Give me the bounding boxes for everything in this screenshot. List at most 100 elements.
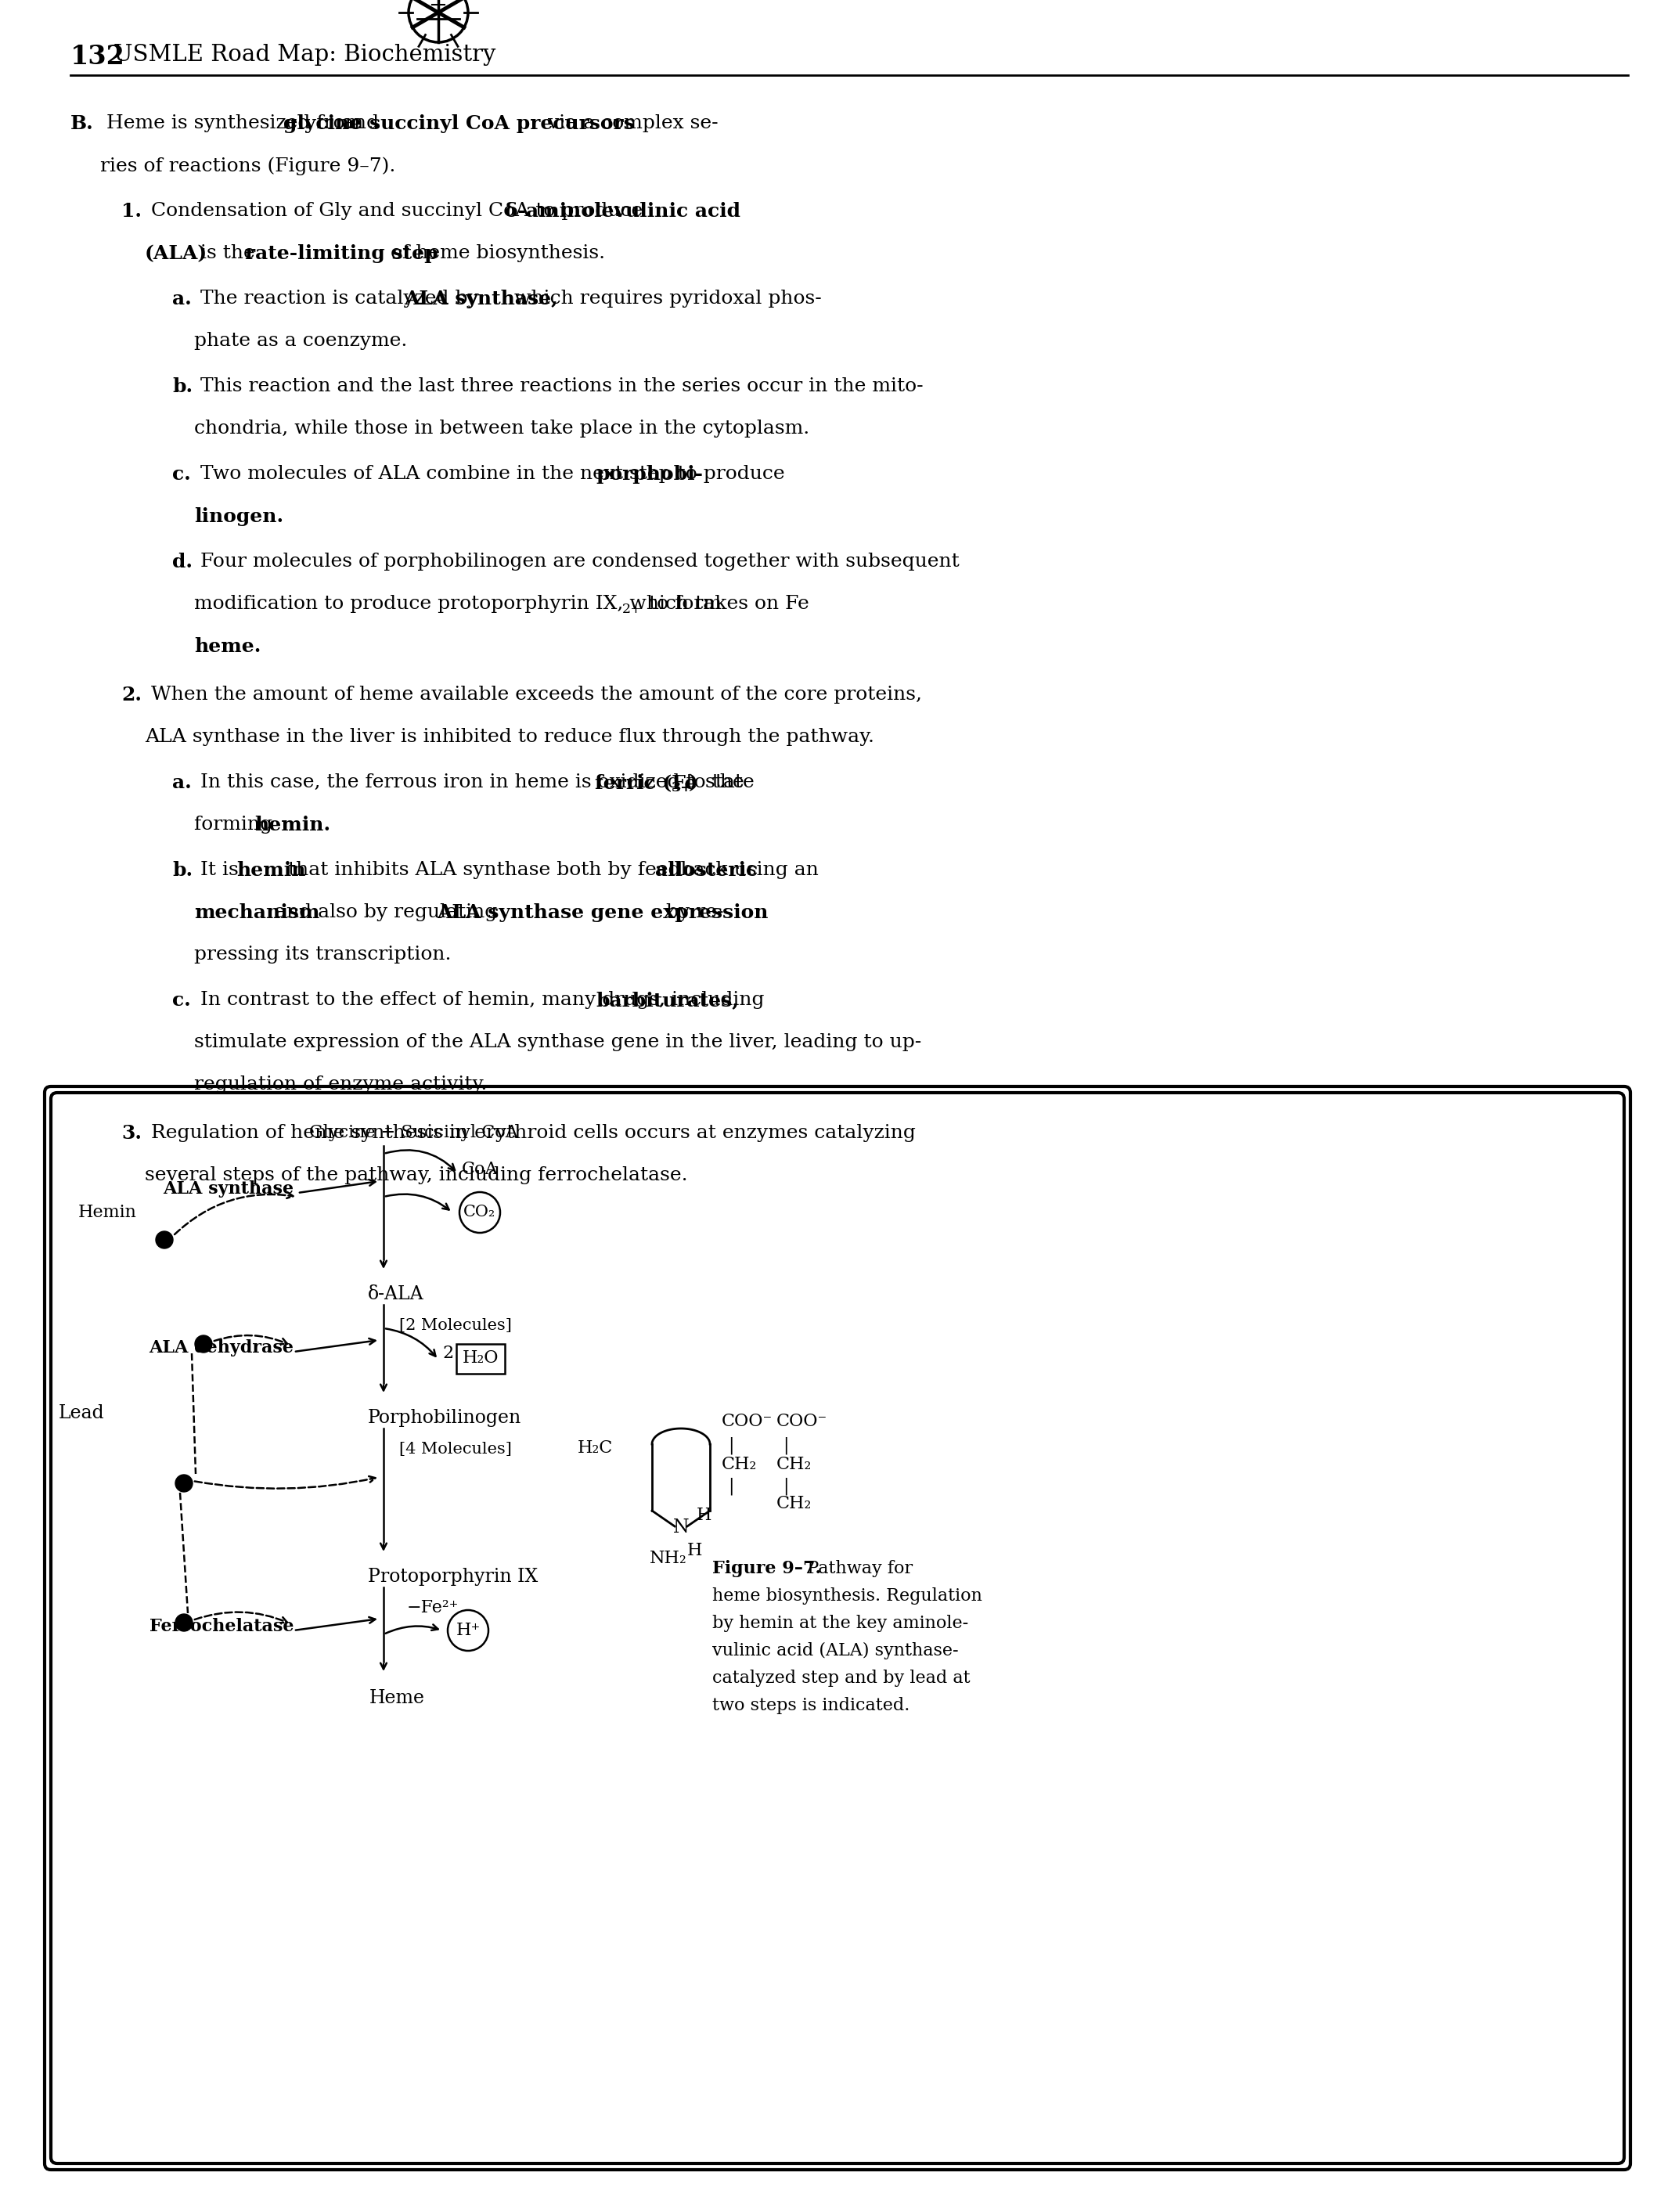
- Text: 2.: 2.: [121, 686, 142, 703]
- Text: phate as a coenzyme.: phate as a coenzyme.: [194, 332, 407, 349]
- Text: ALA dehydrase: ALA dehydrase: [149, 1338, 293, 1356]
- Text: ALA synthase gene expression: ALA synthase gene expression: [437, 902, 769, 922]
- Text: porphobi-: porphobi-: [596, 465, 703, 484]
- Circle shape: [156, 1232, 173, 1248]
- Text: linogen.: linogen.: [194, 507, 283, 526]
- Text: glycine: glycine: [283, 115, 362, 133]
- Text: 2+: 2+: [621, 602, 643, 615]
- Text: −Fe²⁺: −Fe²⁺: [407, 1599, 459, 1617]
- Text: to form: to form: [643, 595, 722, 613]
- Circle shape: [176, 1615, 193, 1630]
- Text: It is: It is: [194, 860, 245, 878]
- Text: heme.: heme.: [194, 637, 261, 657]
- Text: Glycine + Succinyl CoA: Glycine + Succinyl CoA: [310, 1124, 518, 1141]
- Text: |: |: [729, 1436, 734, 1453]
- Circle shape: [176, 1475, 193, 1491]
- FancyBboxPatch shape: [50, 1093, 1625, 2163]
- Text: several steps of the pathway, including ferrochelatase.: several steps of the pathway, including …: [144, 1166, 688, 1183]
- Text: Lead: Lead: [59, 1405, 104, 1422]
- Text: δ-aminolevulinic acid: δ-aminolevulinic acid: [504, 201, 740, 221]
- Text: catalyzed step and by lead at: catalyzed step and by lead at: [712, 1670, 970, 1688]
- Text: mechanism: mechanism: [194, 902, 320, 922]
- Text: succinyl CoA precursors: succinyl CoA precursors: [370, 115, 635, 133]
- Text: |: |: [782, 1478, 789, 1495]
- Text: a.: a.: [173, 774, 191, 792]
- Text: H⁺: H⁺: [456, 1621, 481, 1639]
- Text: Figure 9–7.: Figure 9–7.: [712, 1559, 821, 1577]
- Text: B.: B.: [70, 115, 94, 133]
- Text: pressing its transcription.: pressing its transcription.: [194, 945, 451, 964]
- Text: barbiturates,: barbiturates,: [596, 991, 739, 1009]
- Circle shape: [459, 1192, 501, 1232]
- Text: of heme biosynthesis.: of heme biosynthesis.: [384, 243, 605, 263]
- Circle shape: [409, 0, 467, 42]
- Text: and: and: [335, 115, 385, 133]
- Text: ferric (Fe: ferric (Fe: [595, 774, 697, 792]
- Text: NH₂: NH₂: [650, 1551, 687, 1566]
- Text: state: state: [698, 774, 754, 792]
- Text: N: N: [673, 1517, 688, 1537]
- Text: CH₂: CH₂: [777, 1455, 812, 1473]
- Text: modification to produce protoporphyrin IX, which takes on Fe: modification to produce protoporphyrin I…: [194, 595, 809, 613]
- Text: H: H: [697, 1506, 712, 1524]
- Text: Hemin: Hemin: [79, 1203, 137, 1221]
- Text: regulation of enzyme activity.: regulation of enzyme activity.: [194, 1075, 487, 1093]
- Text: stimulate expression of the ALA synthase gene in the liver, leading to up-: stimulate expression of the ALA synthase…: [194, 1033, 921, 1051]
- Text: Heme: Heme: [370, 1690, 425, 1708]
- Text: forming: forming: [194, 816, 278, 834]
- Text: When the amount of heme available exceeds the amount of the core proteins,: When the amount of heme available exceed…: [144, 686, 921, 703]
- Text: [4 Molecules]: [4 Molecules]: [399, 1442, 513, 1458]
- Text: 132: 132: [70, 44, 126, 69]
- Text: ries of reactions (Figure 9–7).: ries of reactions (Figure 9–7).: [100, 157, 395, 175]
- Text: that inhibits ALA synthase both by feedback using an: that inhibits ALA synthase both by feedb…: [281, 860, 824, 878]
- Text: 2: 2: [442, 1345, 459, 1363]
- Text: CO₂: CO₂: [464, 1206, 496, 1219]
- Text: In contrast to the effect of hemin, many drugs, including: In contrast to the effect of hemin, many…: [194, 991, 770, 1009]
- Text: Two molecules of ALA combine in the next step to produce: Two molecules of ALA combine in the next…: [194, 465, 791, 482]
- Text: by hemin at the key aminole-: by hemin at the key aminole-: [712, 1615, 968, 1632]
- Text: two steps is indicated.: two steps is indicated.: [712, 1697, 910, 1714]
- Text: CH₂: CH₂: [777, 1495, 812, 1513]
- Text: COO⁻: COO⁻: [722, 1413, 772, 1429]
- Text: ALA synthase: ALA synthase: [162, 1181, 293, 1197]
- Text: hemin: hemin: [236, 860, 305, 880]
- Text: Four molecules of porphobilinogen are condensed together with subsequent: Four molecules of porphobilinogen are co…: [194, 553, 960, 571]
- Text: c.: c.: [173, 465, 191, 484]
- Text: allosteric: allosteric: [655, 860, 757, 880]
- Text: vulinic acid (ALA) synthase-: vulinic acid (ALA) synthase-: [712, 1641, 958, 1659]
- Text: is the: is the: [194, 243, 261, 263]
- Circle shape: [194, 1336, 213, 1352]
- Text: b.: b.: [173, 860, 193, 880]
- Text: Ferrochelatase: Ferrochelatase: [149, 1617, 293, 1635]
- Text: Porphobilinogen: Porphobilinogen: [368, 1409, 521, 1427]
- Text: ): ): [688, 774, 698, 792]
- Text: which requires pyridoxal phos-: which requires pyridoxal phos-: [508, 290, 822, 307]
- Text: ALA synthase in the liver is inhibited to reduce flux through the pathway.: ALA synthase in the liver is inhibited t…: [144, 728, 874, 745]
- Text: The reaction is catalyzed by: The reaction is catalyzed by: [194, 290, 486, 307]
- Text: CH₂: CH₂: [722, 1455, 757, 1473]
- Text: 3.: 3.: [121, 1124, 142, 1144]
- Text: Heme is synthesized from: Heme is synthesized from: [100, 115, 370, 133]
- Text: USMLE Road Map: Biochemistry: USMLE Road Map: Biochemistry: [114, 44, 496, 66]
- Circle shape: [447, 1610, 489, 1650]
- Text: CoA: CoA: [462, 1161, 497, 1179]
- Text: H: H: [687, 1542, 702, 1559]
- Text: via a complex se-: via a complex se-: [541, 115, 719, 133]
- Text: heme biosynthesis. Regulation: heme biosynthesis. Regulation: [712, 1588, 982, 1604]
- Text: hemin.: hemin.: [255, 816, 330, 834]
- Text: Regulation of heme synthesis in erythroid cells occurs at enzymes catalyzing: Regulation of heme synthesis in erythroi…: [144, 1124, 916, 1141]
- Text: (ALA): (ALA): [144, 243, 208, 263]
- Text: by re-: by re-: [660, 902, 724, 920]
- Text: d.: d.: [173, 553, 193, 571]
- Text: Pathway for: Pathway for: [796, 1559, 913, 1577]
- Text: This reaction and the last three reactions in the series occur in the mito-: This reaction and the last three reactio…: [194, 378, 923, 396]
- Text: chondria, while those in between take place in the cytoplasm.: chondria, while those in between take pl…: [194, 420, 809, 438]
- Text: ALA synthase,: ALA synthase,: [404, 290, 558, 307]
- Text: |: |: [729, 1478, 734, 1495]
- Text: [2 Molecules]: [2 Molecules]: [399, 1318, 513, 1334]
- FancyBboxPatch shape: [456, 1345, 504, 1374]
- Text: Protoporphyrin IX: Protoporphyrin IX: [368, 1568, 538, 1586]
- Text: H₂O: H₂O: [462, 1349, 499, 1367]
- Text: H₂C: H₂C: [578, 1440, 613, 1458]
- Text: Condensation of Gly and succinyl CoA to produce: Condensation of Gly and succinyl CoA to …: [144, 201, 650, 219]
